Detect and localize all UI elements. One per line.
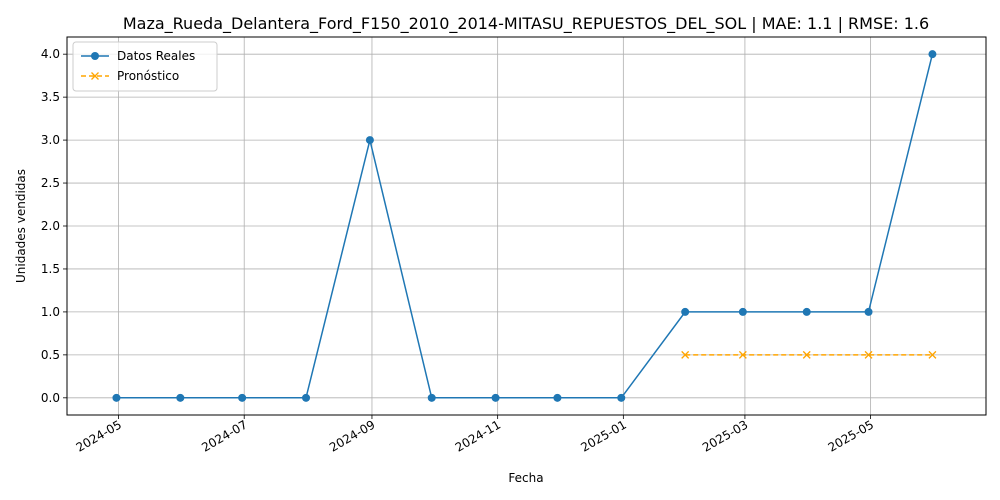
series-line-datos-reales [116, 54, 934, 399]
data-point-datos-reales [176, 393, 185, 402]
data-point-datos-reales [365, 136, 374, 145]
data-point-datos-reales [553, 393, 562, 402]
data-point-pronostico [738, 350, 747, 359]
data-point-datos-reales [302, 393, 311, 402]
legend-box [72, 41, 218, 92]
chart-title: Maza_Rueda_Delantera_Ford_F150_2010_2014… [123, 14, 929, 34]
data-point-datos-reales [864, 307, 873, 316]
y-tick-label: 0.5 [41, 348, 60, 362]
series-layer [112, 50, 937, 402]
y-tick-label: 0.0 [41, 391, 60, 405]
legend-marker-datos-reales [91, 52, 99, 60]
data-point-datos-reales [491, 393, 500, 402]
data-point-pronostico [928, 350, 937, 359]
data-point-datos-reales [427, 393, 436, 402]
y-tick-label: 3.0 [41, 133, 60, 147]
legend: Datos Reales Pronóstico [72, 41, 218, 92]
data-point-pronostico [864, 350, 873, 359]
y-tick-label: 2.5 [41, 176, 60, 190]
y-tick-label: 1.0 [41, 305, 60, 319]
data-point-datos-reales [928, 50, 937, 59]
y-tick-label: 3.5 [41, 90, 60, 104]
data-point-datos-reales [681, 307, 690, 316]
x-axis-label: Fecha [508, 471, 543, 485]
y-tick-label: 1.5 [41, 262, 60, 276]
y-axis-ticks: 0.0 0.5 1.0 1.5 2.0 2.5 3.0 3.5 4.0 [41, 47, 67, 405]
y-tick-label: 4.0 [41, 47, 60, 61]
data-point-datos-reales [802, 307, 811, 316]
data-point-datos-reales [238, 393, 247, 402]
data-point-datos-reales [112, 393, 121, 402]
legend-marker-pronostico [91, 72, 99, 80]
legend-label-pronostico: Pronóstico [117, 69, 179, 83]
data-point-pronostico [681, 350, 690, 359]
y-tick-label: 2.0 [41, 219, 60, 233]
y-axis-label: Unidades vendidas [14, 169, 28, 283]
data-point-pronostico [802, 350, 811, 359]
data-point-datos-reales [738, 307, 747, 316]
data-point-datos-reales [617, 393, 626, 402]
legend-label-datos-reales: Datos Reales [117, 49, 195, 63]
